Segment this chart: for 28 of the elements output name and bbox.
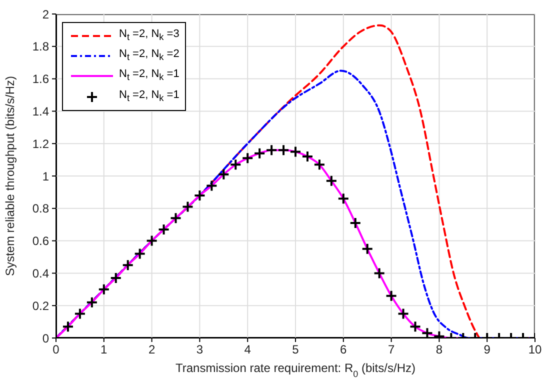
legend-label: N$_{t}$ =2, N$_{k}$ =1	[119, 67, 180, 85]
x-tick-label: 8	[436, 342, 443, 357]
x-axis-title: Transmission rate requirement: R$_{0}$ (bits/s/Hz)	[176, 361, 416, 379]
y-tick-label: 1	[42, 169, 50, 184]
y-axis-title: System reliable throughput (bits/s/Hz)	[3, 76, 17, 276]
x-tick-label: 1	[100, 342, 108, 357]
y-tick-label: 1.8	[32, 40, 50, 54]
y-tick-label: 1.2	[32, 136, 50, 151]
x-tick-label: 2	[148, 342, 156, 357]
legend-label: N$_{t}$ =2, N$_{k}$ =3	[119, 27, 180, 44]
y-tick-label: 0.8	[32, 202, 50, 216]
y-tick-label: 0.2	[32, 298, 50, 313]
y-tick-label: 0.6	[32, 234, 50, 248]
y-tick-label: 0	[42, 331, 50, 346]
x-tick-label: 7	[388, 342, 395, 357]
y-tick-label: 0.4	[32, 266, 50, 280]
x-tick-label: 5	[292, 342, 300, 357]
x-tick-label: 10	[528, 342, 542, 357]
x-tick-label: 9	[484, 342, 491, 357]
x-tick-label: 3	[196, 342, 204, 357]
legend-label: N$_{t}$ =2, N$_{k}$ =2	[119, 47, 180, 64]
legend-label: N$_{t}$ =2, N$_{k}$ =1	[119, 88, 180, 105]
y-tick-label: 1.4	[32, 104, 50, 118]
x-tick-label: 0	[52, 342, 60, 357]
y-tick-label: 1.6	[32, 72, 50, 86]
x-tick-label: 4	[244, 342, 252, 357]
x-tick-label: 6	[340, 342, 348, 357]
y-tick-label: 2	[42, 7, 50, 22]
